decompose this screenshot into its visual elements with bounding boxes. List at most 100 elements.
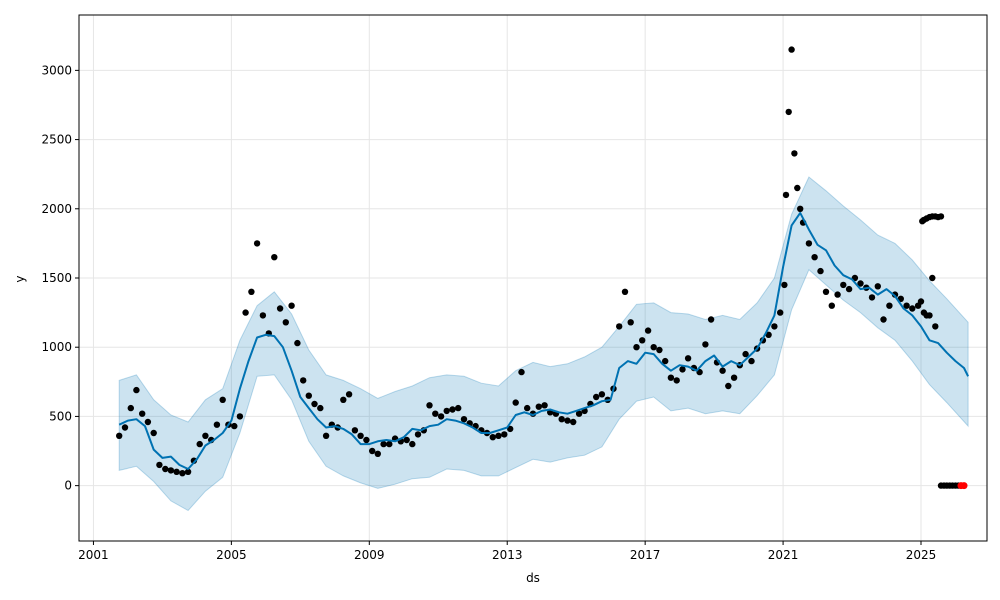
observed-point <box>386 440 393 448</box>
observed-point <box>403 436 410 444</box>
observed-point <box>294 339 301 347</box>
observed-point <box>575 410 583 417</box>
grid-lines <box>79 15 987 541</box>
observed-point <box>426 402 433 409</box>
x-tick-label: 2005 <box>216 548 247 562</box>
observed-point <box>162 465 169 473</box>
observed-point <box>190 457 198 464</box>
x-tick-label: 2001 <box>78 548 109 562</box>
observed-point <box>616 323 623 330</box>
observed-point <box>357 432 364 439</box>
observed-point <box>276 305 284 312</box>
observed-point <box>121 424 129 431</box>
observed-point <box>311 400 318 408</box>
observed-point <box>116 432 123 439</box>
observed-point <box>788 46 795 53</box>
x-tick-label: 2017 <box>630 548 661 562</box>
observed-point <box>363 436 370 444</box>
observed-point <box>639 337 646 344</box>
observed-point <box>684 355 692 362</box>
y-tick-label: 2500 <box>41 133 72 147</box>
highlight-point <box>960 482 968 490</box>
observed-point <box>432 410 439 417</box>
observed-point <box>455 404 462 412</box>
observed-point <box>351 427 359 434</box>
observed-point <box>460 416 468 423</box>
x-axis-ticks: 2001 2005 2009 2013 2017 2021 2025 <box>78 541 936 562</box>
observed-point <box>840 281 847 289</box>
observed-point <box>650 344 657 351</box>
observed-point <box>345 391 353 398</box>
observed-point <box>817 267 824 275</box>
observed-point <box>771 323 778 330</box>
observed-point <box>507 425 514 433</box>
observed-point <box>219 396 226 403</box>
observed-points <box>116 46 962 489</box>
observed-point <box>909 305 916 312</box>
observed-point <box>541 402 548 409</box>
x-tick-label: 2021 <box>768 548 799 562</box>
observed-point <box>443 407 450 415</box>
observed-point <box>144 418 152 426</box>
forecast-line-path <box>118 211 969 470</box>
observed-point <box>449 406 456 413</box>
observed-point <box>414 431 422 438</box>
observed-point <box>785 108 792 116</box>
observed-point <box>558 416 565 423</box>
observed-point <box>317 404 324 412</box>
observed-point <box>748 357 755 365</box>
observed-point <box>719 367 726 374</box>
observed-point <box>644 327 652 334</box>
observed-point <box>196 440 203 448</box>
forecast-line <box>118 211 969 470</box>
observed-point <box>903 302 910 309</box>
observed-point <box>127 404 134 412</box>
observed-point <box>369 447 376 455</box>
observed-point <box>282 319 289 326</box>
highlight-points <box>957 482 968 490</box>
observed-point <box>633 344 640 351</box>
observed-point <box>926 312 933 319</box>
observed-point <box>874 283 881 290</box>
observed-point <box>797 205 804 212</box>
x-axis-label: ds <box>526 571 540 585</box>
observed-point <box>133 386 140 394</box>
observed-point <box>857 280 864 287</box>
y-axis-ticks: 0 500 1000 1500 2000 2500 3000 <box>41 63 79 493</box>
observed-point <box>929 274 936 282</box>
observed-point <box>673 377 680 384</box>
observed-point <box>437 413 445 420</box>
observed-point <box>570 418 577 426</box>
y-tick-label: 2000 <box>41 202 72 216</box>
observed-point <box>880 316 887 323</box>
observed-point <box>139 410 146 417</box>
observed-point <box>495 432 502 439</box>
observed-point <box>891 291 899 298</box>
observed-point <box>667 374 675 381</box>
observed-point <box>937 213 945 220</box>
observed-point <box>886 302 893 309</box>
observed-point <box>248 288 255 295</box>
observed-point <box>489 434 496 441</box>
observed-point <box>236 413 244 420</box>
observed-point <box>179 470 186 477</box>
observed-point <box>845 285 853 293</box>
observed-point <box>702 341 709 348</box>
observed-point <box>662 357 669 365</box>
observed-point <box>627 319 634 326</box>
observed-point <box>707 316 715 323</box>
observed-point <box>805 240 813 247</box>
observed-point <box>781 281 788 289</box>
x-tick-label: 2025 <box>906 548 937 562</box>
observed-point <box>679 366 686 373</box>
observed-point <box>288 302 295 309</box>
observed-point <box>184 468 192 475</box>
observed-point <box>213 421 221 428</box>
observed-point <box>742 350 749 358</box>
observed-point <box>822 288 830 295</box>
observed-point <box>409 440 416 448</box>
observed-point <box>253 240 261 247</box>
x-tick-label: 2009 <box>354 548 385 562</box>
